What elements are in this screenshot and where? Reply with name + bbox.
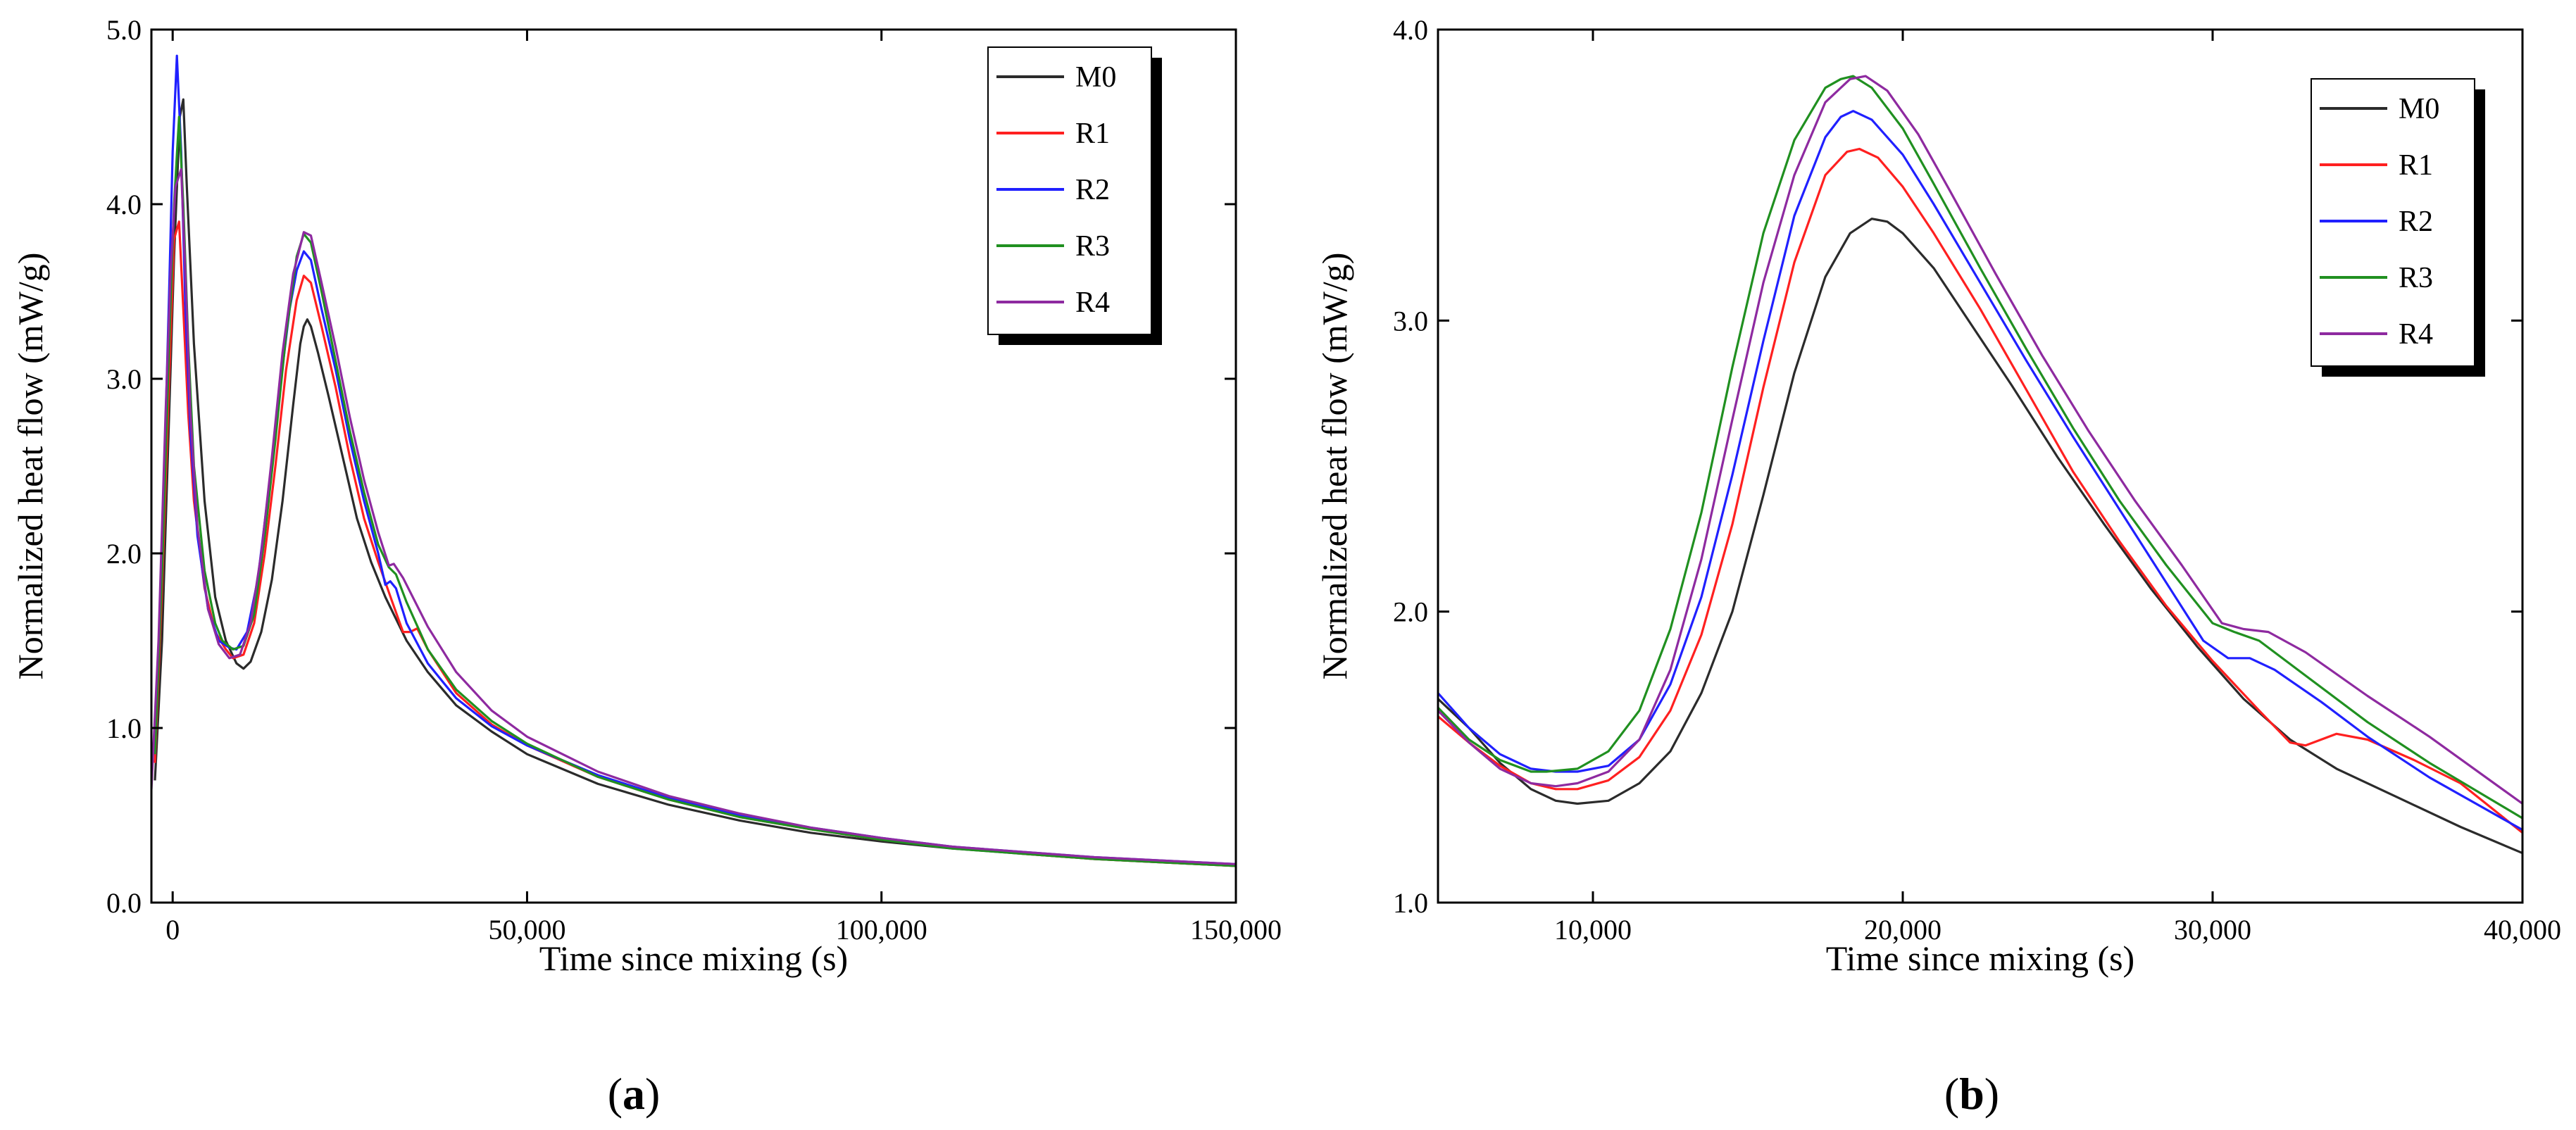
panel-b-xtick-label: 20,000 — [1864, 914, 1942, 946]
panel-b-ytick-label: 1.0 — [1393, 887, 1428, 919]
panel-b-series-m0 — [1438, 218, 2522, 855]
panel-b-xtick-labels: 10,000 20,000 30,000 40,000 — [1554, 914, 2561, 946]
panel-a-ytick-label: 5.0 — [106, 14, 142, 46]
panel-a-ytick-label: 2.0 — [106, 538, 142, 570]
panel-a-ytick-label: 0.0 — [106, 887, 142, 919]
panel-a-label: (a) — [608, 1069, 661, 1119]
panel-a-legend-label: M0 — [1075, 61, 1116, 94]
panel-a-xtick-label: 150,000 — [1190, 914, 1282, 946]
panel-a-ticks — [151, 28, 1237, 904]
panel-a-legend-item: R3 — [996, 230, 1110, 263]
panel-b-ytick-label: 2.0 — [1393, 596, 1428, 628]
panel-a-legend-label: R3 — [1075, 230, 1110, 263]
panel-b-series-r2 — [1438, 110, 2522, 831]
panel-b-legend-label: M0 — [2399, 93, 2439, 125]
panel-a-legend-item: R2 — [996, 174, 1110, 206]
panel-b-xtick-label: 10,000 — [1554, 914, 1632, 946]
panel-a-legend-item: R1 — [996, 118, 1110, 150]
panel-a-xtick-label: 100,000 — [836, 914, 927, 946]
panel-b: 10,000 20,000 30,000 40,000 1.0 2.0 3.0 4.0 Ti… — [1315, 14, 2561, 1119]
panel-b-label: (b) — [1944, 1069, 1999, 1119]
panel-b-plot-lines — [1438, 75, 2522, 855]
panel-a-ytick-label: 3.0 — [106, 363, 142, 395]
panel-a-legend-item: R4 — [996, 287, 1110, 319]
panel-b-legend-label: R3 — [2399, 262, 2433, 294]
panel-a-label-letter: a — [623, 1069, 645, 1119]
panel-a-ytick-label: 1.0 — [106, 712, 142, 744]
panel-a-legend-label: R1 — [1075, 118, 1110, 150]
panel-b-ytick-label: 4.0 — [1393, 14, 1428, 46]
panel-a-series-r4 — [151, 168, 1236, 865]
panel-b-legend-item: R1 — [2320, 149, 2433, 182]
panel-a-plot-frame — [150, 28, 1237, 904]
panel-a-xtick-label: 50,000 — [488, 914, 565, 946]
panel-b-label-letter: b — [1959, 1069, 1984, 1119]
panel-b-series-r3 — [1438, 75, 2522, 820]
panel-a: 0 50,000 100,000 150,000 0.0 1.0 2.0 3.0 4.0 5.0… — [11, 14, 1282, 1119]
panel-a-xtick-labels: 0 50,000 100,000 150,000 — [165, 914, 1282, 946]
panel-b-legend-item: M0 — [2320, 93, 2439, 125]
panel-a-plot-lines — [151, 54, 1236, 867]
panel-b-legend-item: R4 — [2320, 318, 2433, 351]
panel-b-ytick-label: 3.0 — [1393, 305, 1428, 337]
panel-a-legend-label: R4 — [1075, 287, 1110, 319]
panel-a-legend-entries: M0 R1 R2 R3 R4 — [996, 61, 1116, 319]
panel-b-legend-entries: M0 R1 R2 R3 R4 — [2320, 93, 2439, 351]
panel-a-xtick-label: 0 — [165, 914, 180, 946]
panel-b-legend-item: R2 — [2320, 206, 2433, 238]
panel-b-series-r1 — [1438, 147, 2522, 834]
panel-a-legend-item: M0 — [996, 61, 1116, 94]
panel-a-x-axis-title: Time since mixing (s) — [539, 938, 848, 978]
panel-b-xtick-label: 30,000 — [2174, 914, 2251, 946]
panel-a-series-m0 — [154, 98, 1236, 867]
panel-b-legend-label: R2 — [2399, 206, 2433, 238]
panel-a-legend-label: R2 — [1075, 174, 1110, 206]
panel-b-legend: M0 R1 R2 R3 R4 — [2311, 78, 2485, 377]
panel-b-series-r4 — [1438, 75, 2522, 805]
panel-b-legend-label: R1 — [2399, 149, 2433, 182]
panel-b-ytick-labels: 1.0 2.0 3.0 4.0 — [1393, 14, 1428, 919]
panel-b-plot-frame — [1437, 28, 2524, 904]
panel-a-y-axis-title: Normalized heat flow (mW/g) — [11, 253, 50, 680]
panel-b-ticks — [1438, 28, 2524, 904]
panel-a-ytick-labels: 0.0 1.0 2.0 3.0 4.0 5.0 — [106, 14, 142, 919]
panel-b-y-axis-title: Normalized heat flow (mW/g) — [1315, 253, 1354, 680]
panel-b-xtick-label: 40,000 — [2484, 914, 2561, 946]
panel-b-legend-label: R4 — [2399, 318, 2433, 351]
panel-a-ytick-label: 4.0 — [106, 189, 142, 220]
panel-b-x-axis-title: Time since mixing (s) — [1826, 938, 2134, 978]
panel-a-legend: M0 R1 R2 R3 R4 — [987, 46, 1162, 345]
panel-b-legend-item: R3 — [2320, 262, 2433, 294]
